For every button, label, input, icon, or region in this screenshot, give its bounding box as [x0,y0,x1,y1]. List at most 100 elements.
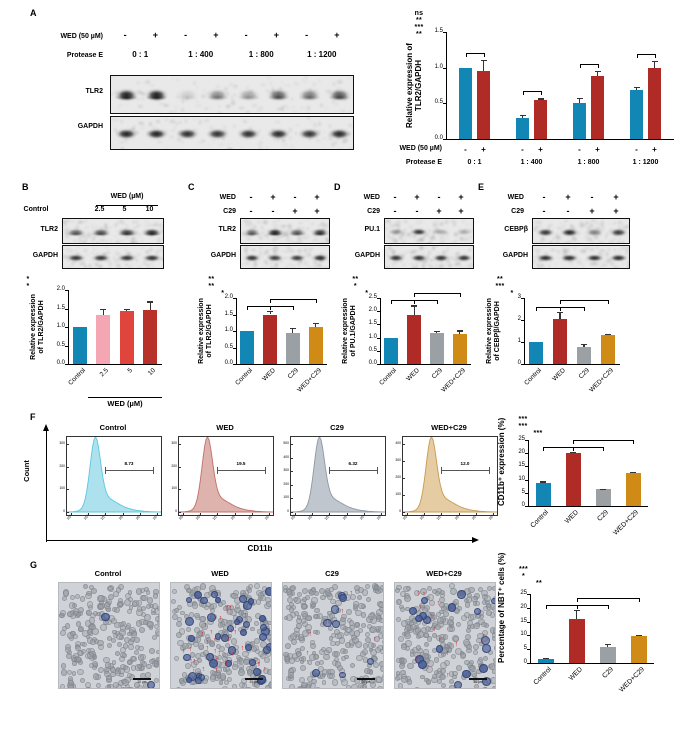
nbt-positive-cell [240,628,248,636]
panel-f-x-axis-title: CD11b [247,544,273,553]
marker-arrow: ↑ [214,666,218,674]
bar [630,636,647,663]
panel-e-target-cebpb: CEBPβ [504,226,528,233]
bar [625,473,641,506]
marker-arrow: ↑ [430,612,434,620]
y-tick [527,663,530,664]
sig-bracket [270,298,316,300]
y-axis [446,32,448,139]
panel-c-row-c29: C29 [223,208,236,215]
wed-sign: + [414,192,420,202]
error-bar [292,327,294,333]
error-cap [411,305,418,307]
panel-f-x-axis-arrow [46,537,486,543]
significance-label: ns [414,10,424,17]
panel-b-xaxis-title: WED (µM) [107,399,143,408]
error-cap [542,657,549,659]
nbt-positive-cell [263,646,271,655]
flow-plot: 19.5 [178,436,274,516]
error-cap [570,452,576,454]
significance-label: ** [208,276,215,283]
wed-sign: - [249,192,253,202]
bar [308,327,323,364]
bar [535,482,551,506]
chart-a-wed-sign: - [464,145,467,154]
significance-label: * [221,290,225,297]
marker-arrow: ↑ [373,635,377,643]
blot-band [536,227,554,237]
blot-band [266,254,283,262]
lane-label: Control [23,206,49,213]
nbt-positive-cell [339,593,348,602]
marker-arrow: ↑ [225,608,229,616]
blot-band [455,228,472,236]
y-axis [236,298,238,364]
error-cap [581,343,587,345]
flow-y-tick: 300 [283,468,289,473]
nbt-positive-cell [227,646,237,655]
marker-arrow: ↑ [418,604,423,612]
bar [384,337,399,364]
nbt-positive-cell [185,596,193,603]
error-bar [269,310,271,315]
significance-star: * [26,276,30,283]
chart-a-protease-value: 1 : 1200 [632,159,659,166]
y-tick-label: 0.0 [224,360,233,366]
bar [591,75,604,139]
nbt-positive-cell [258,633,267,642]
significance-label: * [353,283,357,290]
error-cap [635,634,642,636]
marker-arrow: ↑ [257,660,261,668]
y-tick-label: 2 [517,316,521,322]
error-cap [600,488,606,490]
marker-arrow: ↑ [215,657,219,665]
flow-plot-title: WED [216,423,234,432]
chart-a-wed-sign: + [652,145,657,154]
marker-arrow: ↑ [445,649,450,657]
c29-sign: - [542,206,546,216]
nbt-positive-cell [457,589,467,599]
marker-arrow: ↑ [257,671,262,679]
error-bar [635,86,638,90]
sig-bracket [545,605,577,606]
y-tick-label: 0.5 [56,341,65,348]
y-tick [233,331,236,332]
bar [407,315,422,364]
sig-bracket [391,300,415,302]
error-bar [315,322,317,328]
nbt-positive-cell [199,596,208,605]
y-tick [525,479,528,481]
c29-sign: + [458,206,464,216]
panel-a-blot-gapdh [110,116,354,150]
x-axis [68,364,162,366]
marker-arrow: ↑ [206,638,210,646]
c29-sign: - [415,206,419,216]
blot-band [115,128,137,140]
y-axis-title: Relative expression of TLR2/GAPDH [30,294,45,360]
error-cap [312,322,319,324]
nbt-positive-cell [462,669,471,679]
x-tick-label: Control [234,367,255,387]
y-tick [521,364,524,365]
y-tick-label: 10 [520,631,527,638]
panel-f-chart: 0 5 10 15 20 25 CD11b⁺ expression (%) *** *** ***… [497,416,658,548]
panel-b-blot-header: WED (µM) [110,193,144,200]
nbt-positive-cell [453,681,462,688]
error-bar [606,644,609,648]
blot-band [536,254,554,262]
panel-b-target-gapdh: GAPDH [32,252,58,259]
flow-gate-value: 8.73 [124,460,134,466]
panel-e-blot-cebpb [532,218,630,244]
error-cap [630,472,636,474]
marker-arrow: ↑ [243,612,248,620]
panel-f-label: F [30,412,36,422]
bar [516,118,529,139]
nbt-positive-cell [227,625,234,632]
y-tick [377,311,380,313]
y-tick-label: 10 [518,475,525,482]
chart-a-protease-value: 1 : 800 [577,159,600,166]
blot-band [433,228,450,236]
panel-g-chart: 0 5 10 15 20 25 Percentage of NBT⁺ cells (%) **… [497,553,666,711]
y-axis [380,298,382,364]
blot-band [561,254,579,262]
